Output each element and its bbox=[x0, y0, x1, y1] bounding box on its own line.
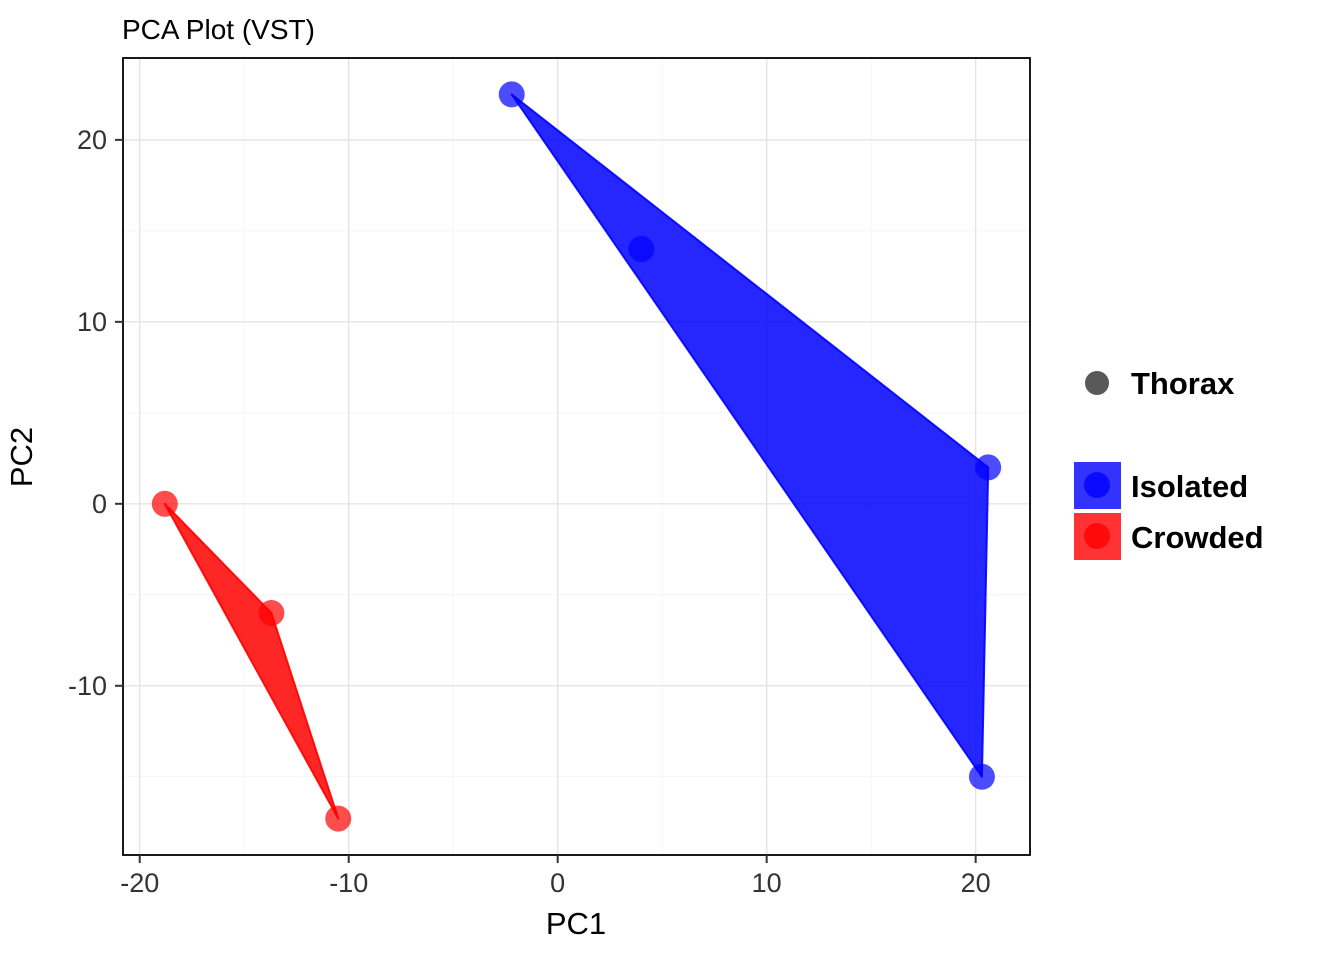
data-point-isolated bbox=[498, 81, 525, 108]
legend-label-crowded: Crowded bbox=[1131, 520, 1264, 555]
hull-polygon-crowded bbox=[163, 502, 340, 820]
legend-key-thorax-icon bbox=[1085, 371, 1109, 395]
y-tick-label: 10 bbox=[77, 307, 107, 337]
legend-key-crowded-point-icon bbox=[1084, 523, 1110, 549]
legend: Thorax Isolated Crowded bbox=[1074, 366, 1264, 560]
legend-item-crowded: Crowded bbox=[1074, 513, 1264, 560]
legend-item-isolated: Isolated bbox=[1074, 462, 1248, 509]
data-point-crowded bbox=[151, 490, 178, 517]
chart-title: PCA Plot (VST) bbox=[122, 14, 315, 45]
x-tick-label: 20 bbox=[961, 868, 991, 898]
y-tick-label: 20 bbox=[77, 125, 107, 155]
panel-border bbox=[122, 57, 1031, 856]
data-point-isolated bbox=[968, 763, 995, 790]
y-tick-label: 0 bbox=[92, 489, 107, 519]
x-tick-label: -10 bbox=[329, 868, 368, 898]
legend-label-isolated: Isolated bbox=[1131, 469, 1248, 504]
hull-polygon-isolated bbox=[510, 93, 990, 778]
legend-key-isolated-point-icon bbox=[1084, 472, 1110, 498]
x-tick-label: -20 bbox=[120, 868, 159, 898]
data-point-crowded bbox=[258, 599, 285, 626]
y-tick-label: -10 bbox=[68, 671, 107, 701]
x-tick-label: 0 bbox=[550, 868, 565, 898]
plot-panel: -20 -10 0 10 20 -10 0 10 20 bbox=[68, 57, 1031, 898]
data-point-crowded bbox=[325, 805, 352, 832]
y-axis-title: PC2 bbox=[4, 427, 39, 487]
x-tick-label: 10 bbox=[752, 868, 782, 898]
data-point-isolated bbox=[975, 454, 1002, 481]
data-point-isolated bbox=[628, 236, 655, 263]
legend-label-thorax: Thorax bbox=[1131, 366, 1235, 401]
x-axis-title: PC1 bbox=[546, 906, 606, 941]
